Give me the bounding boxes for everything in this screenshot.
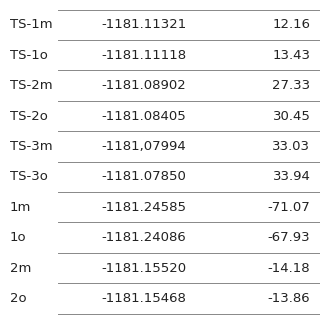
Text: TS-1m: TS-1m: [10, 18, 52, 31]
Text: -67.93: -67.93: [268, 231, 310, 244]
Text: 2m: 2m: [10, 261, 31, 275]
Text: -13.86: -13.86: [268, 292, 310, 305]
Text: -1181,07994: -1181,07994: [102, 140, 186, 153]
Text: 33.94: 33.94: [273, 170, 310, 183]
Text: -1181.11321: -1181.11321: [101, 18, 187, 31]
Text: -1181.24585: -1181.24585: [101, 201, 187, 214]
Text: -14.18: -14.18: [268, 261, 310, 275]
Text: 2o: 2o: [10, 292, 26, 305]
Text: 33.03: 33.03: [272, 140, 310, 153]
Text: 1m: 1m: [10, 201, 31, 214]
Text: 1o: 1o: [10, 231, 26, 244]
Text: TS-3o: TS-3o: [10, 170, 47, 183]
Text: -71.07: -71.07: [268, 201, 310, 214]
Text: 30.45: 30.45: [273, 109, 310, 123]
Text: -1181.15520: -1181.15520: [101, 261, 187, 275]
Text: -1181.15468: -1181.15468: [101, 292, 187, 305]
Text: TS-1o: TS-1o: [10, 49, 47, 62]
Text: -1181.07850: -1181.07850: [101, 170, 187, 183]
Text: 27.33: 27.33: [272, 79, 310, 92]
Text: -1181.11118: -1181.11118: [101, 49, 187, 62]
Text: 12.16: 12.16: [272, 18, 310, 31]
Text: -1181.08902: -1181.08902: [102, 79, 186, 92]
Text: TS-2m: TS-2m: [10, 79, 52, 92]
Text: 13.43: 13.43: [272, 49, 310, 62]
Text: -1181.08405: -1181.08405: [102, 109, 186, 123]
Text: TS-3m: TS-3m: [10, 140, 52, 153]
Text: TS-2o: TS-2o: [10, 109, 47, 123]
Text: -1181.24086: -1181.24086: [102, 231, 186, 244]
